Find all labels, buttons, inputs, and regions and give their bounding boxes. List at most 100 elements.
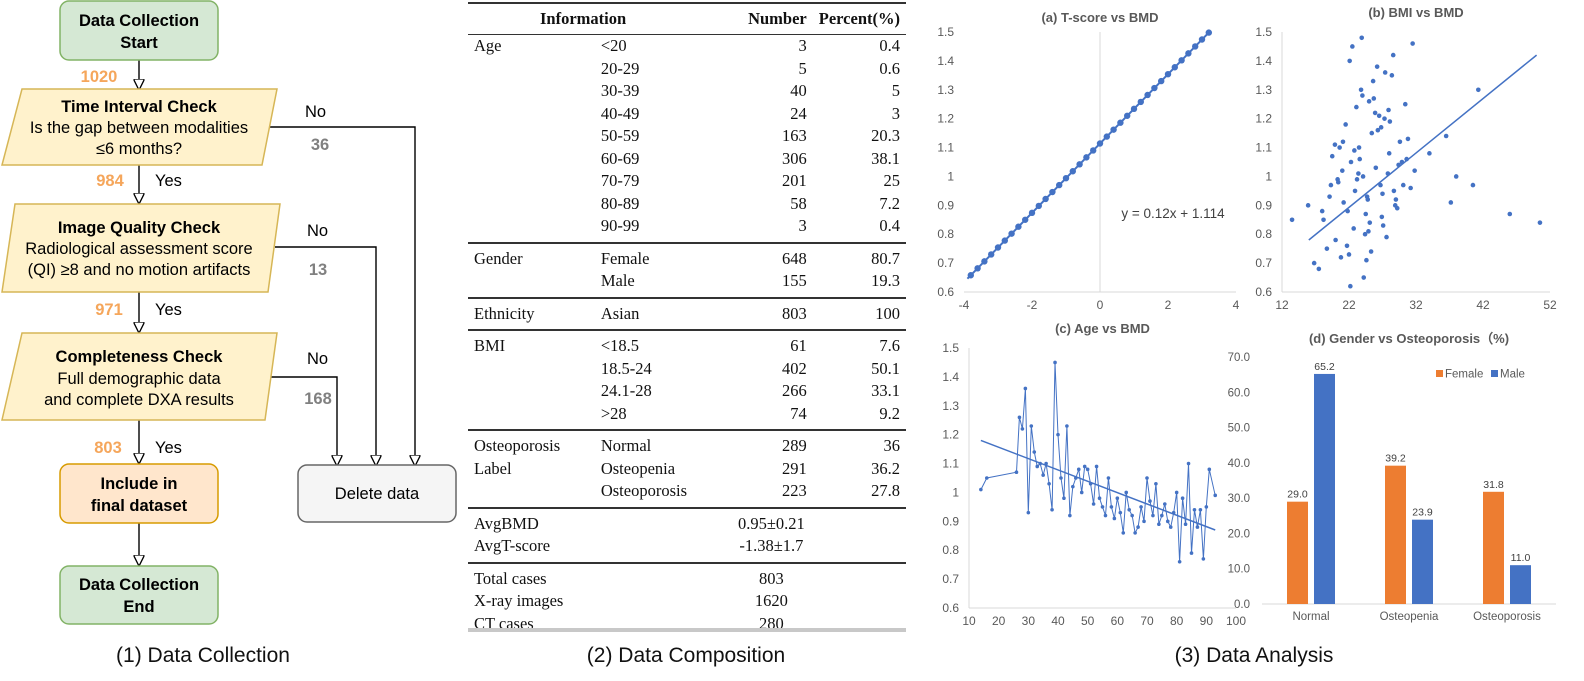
data-point	[1412, 168, 1417, 173]
table-row: BMI <18.5 61 7.6	[468, 329, 906, 358]
y-tick-label: 60.0	[1228, 387, 1250, 399]
quality-check-title: Image Quality Check	[58, 219, 221, 237]
data-point	[1375, 127, 1381, 133]
data-point	[1124, 490, 1129, 495]
value-cell: 0.95±0.21	[594, 506, 906, 535]
subcategory-cell: Female	[594, 241, 715, 270]
percent-cell: 0.4	[879, 216, 900, 235]
data-point	[1376, 113, 1382, 119]
legend-label-male: Male	[1500, 369, 1525, 381]
data-point	[1032, 450, 1037, 454]
data-point	[1378, 125, 1384, 130]
end-node: Data Collection End	[59, 565, 219, 625]
table-row: Osteoporosis Normal 289 36	[468, 429, 906, 458]
table-row: X-ray images 1620	[468, 590, 906, 613]
y-tick-label: 1	[947, 169, 954, 183]
composition-table: Information Number Percent(%) Age <20 3 0.4…	[468, 2, 906, 639]
bar-male	[1412, 519, 1433, 604]
data-point	[979, 487, 983, 492]
data-point	[1427, 151, 1432, 156]
data-point	[1112, 516, 1117, 521]
count-after-time: 984	[96, 172, 124, 190]
data-point	[1389, 73, 1395, 78]
include-node-line1: Include in	[100, 475, 177, 493]
bar-female	[1483, 491, 1504, 604]
data-point	[1507, 211, 1513, 217]
data-point	[1340, 139, 1346, 145]
data-point	[1356, 145, 1362, 150]
category-cell: CT cases	[474, 613, 534, 633]
completeness-check-line1: Full demographic data	[57, 370, 221, 388]
percent-cell: 5	[891, 81, 900, 100]
y-tick-label: 1.2	[942, 428, 959, 442]
data-point	[1017, 415, 1022, 420]
x-tick-label: 0	[1097, 298, 1104, 312]
data-point	[1327, 194, 1332, 199]
y-tick-label: 0.8	[937, 227, 954, 241]
chart-gender-osteoporosis: (d) Gender vs Osteoporosis（%) 0.0 10.0 20.0…	[1228, 331, 1556, 623]
data-point	[1360, 93, 1365, 98]
x-tick-label: 52	[1543, 298, 1557, 312]
table-row: >28 74 9.2	[468, 403, 906, 431]
quality-check-line2: (QI) ≥8 and no motion artifacts	[28, 261, 251, 279]
data-point	[1359, 35, 1365, 41]
category-cell: Ethnicity	[468, 296, 595, 330]
number-cell: 40	[790, 81, 807, 100]
flow-connectors	[139, 60, 415, 565]
bar-data-label: 65.2	[1314, 361, 1335, 373]
subcategory-cell: <18.5	[594, 329, 715, 358]
table-row: 24.1-28 266 33.1	[468, 380, 906, 403]
value-cell: -1.38±1.7	[739, 536, 804, 555]
data-point	[1335, 177, 1340, 182]
y-tick-label: 0.9	[937, 198, 954, 212]
data-point	[1352, 188, 1358, 194]
data-point	[1103, 513, 1108, 518]
percent-cell: 7.2	[879, 193, 900, 213]
data-point	[1165, 519, 1170, 524]
data-point	[1352, 148, 1357, 153]
bar-data-label: 29.0	[1287, 489, 1308, 501]
header-percent: Percent(%)	[812, 2, 906, 35]
y-tick-label: 10.0	[1228, 564, 1250, 576]
end-node-line2: End	[123, 598, 154, 616]
count-removed-quality: 13	[309, 261, 327, 279]
y-tick-label: 40.0	[1228, 458, 1250, 470]
data-point	[1384, 234, 1389, 240]
data-point	[1059, 476, 1063, 480]
data-point	[1470, 182, 1476, 188]
y-tick-label: 1.1	[942, 457, 959, 471]
data-point	[1151, 513, 1155, 518]
data-point	[1368, 249, 1374, 254]
data-point	[1360, 174, 1366, 179]
number-cell: 74	[790, 403, 807, 423]
chart-tscore-bmd: (a) T-score vs BMD 0.6 0.7 0.8 0.9 1 1.1 1.2 1.3…	[937, 10, 1239, 312]
x-tick-label: 4	[1233, 298, 1240, 312]
data-point	[1340, 168, 1345, 173]
number-cell: 289	[714, 429, 813, 458]
trendline-equation: y = 0.12x + 1.114	[1121, 206, 1225, 221]
data-point	[1476, 87, 1481, 93]
data-point	[1393, 197, 1399, 202]
data-point	[1369, 130, 1375, 136]
count-after-completeness: 803	[94, 439, 122, 457]
time-interval-check-node: Time Interval Check Is the gap between m…	[1, 88, 278, 166]
number-cell: 58	[790, 193, 807, 213]
table-row: 80-89 58 7.2	[468, 193, 906, 216]
y-tick-label: 0.8	[1255, 227, 1272, 241]
data-point	[1346, 252, 1352, 257]
data-point	[1097, 496, 1102, 501]
category-cell: Gender	[468, 241, 595, 270]
data-point	[1076, 467, 1081, 472]
count-removed-completeness: 168	[304, 390, 332, 408]
data-point	[1382, 70, 1388, 75]
completeness-check-line2: and complete DXA results	[44, 391, 234, 409]
y-tick-label: 1	[1265, 169, 1272, 183]
data-point	[1408, 185, 1413, 191]
quality-check-parallelogram	[1, 203, 281, 293]
data-point	[1402, 101, 1408, 107]
y-tick-label: 0.9	[1255, 198, 1272, 212]
y-tick-label: 0.6	[937, 285, 954, 299]
data-point	[1366, 99, 1372, 104]
